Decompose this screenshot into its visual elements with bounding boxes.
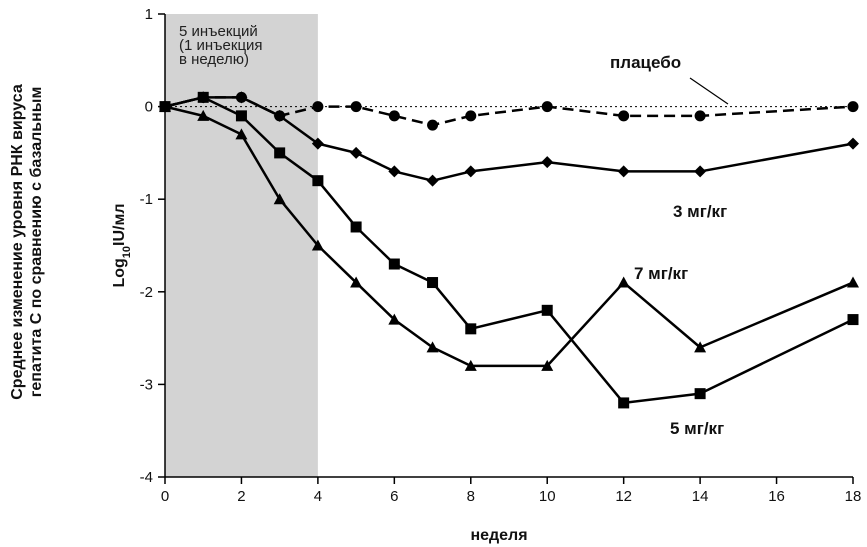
y-tick-label: -4	[140, 469, 153, 486]
data-point	[426, 174, 439, 187]
data-point	[618, 397, 630, 409]
series-label: 7 мг/кг	[634, 264, 688, 283]
x-tick-label: 0	[161, 488, 169, 505]
y-tick-label: -3	[140, 376, 153, 393]
data-point	[312, 101, 324, 113]
data-point	[541, 156, 554, 169]
data-point	[273, 193, 286, 205]
data-point	[197, 91, 209, 103]
placebo-leader-line	[689, 77, 729, 105]
dosing-period-label: в неделю)	[179, 51, 249, 68]
x-tick-label: 16	[768, 488, 785, 505]
series-triangle	[159, 100, 859, 371]
x-tick-label: 18	[845, 488, 862, 505]
data-point	[541, 359, 554, 371]
y-axis-title-outer: Среднее изменение уровня РНК вируса	[9, 84, 26, 400]
data-point	[847, 314, 859, 326]
data-point	[388, 258, 400, 270]
data-point	[311, 137, 324, 150]
x-tick-label: 12	[615, 488, 632, 505]
data-point	[350, 101, 362, 113]
data-point	[465, 323, 477, 335]
data-point	[464, 359, 477, 371]
data-point	[694, 341, 707, 353]
data-point	[312, 175, 324, 187]
data-point	[694, 165, 707, 178]
data-point	[847, 276, 859, 288]
y-tick-label: -2	[140, 284, 153, 301]
series-label: 5 мг/кг	[670, 419, 724, 438]
data-point	[273, 109, 286, 122]
data-point	[464, 165, 477, 178]
data-point	[350, 221, 362, 233]
x-tick-label: 10	[539, 488, 556, 505]
data-point	[465, 110, 477, 122]
data-point	[235, 128, 248, 140]
series-label: 3 мг/кг	[673, 202, 727, 221]
x-tick-label: 14	[692, 488, 709, 505]
series-diamond	[159, 91, 859, 187]
y-tick-label: -1	[140, 191, 153, 208]
data-point	[311, 239, 324, 251]
y-tick-label: 0	[145, 99, 153, 116]
data-point	[541, 304, 553, 316]
data-point	[350, 276, 363, 288]
data-point	[618, 110, 630, 122]
data-point	[274, 147, 286, 159]
data-point	[427, 119, 439, 131]
dosing-period-region	[165, 14, 318, 477]
data-point	[388, 165, 401, 178]
dosing-period-label: (1 инъекция	[179, 37, 263, 54]
data-point	[617, 276, 630, 288]
data-point	[235, 110, 247, 122]
data-point	[388, 313, 401, 325]
dosing-period-label: 5 инъекций	[179, 23, 258, 40]
data-point	[617, 165, 630, 178]
data-point	[847, 101, 859, 113]
x-axis-title: неделя	[470, 527, 527, 544]
x-tick-label: 4	[314, 488, 322, 505]
data-point	[235, 91, 248, 104]
data-point	[159, 100, 171, 112]
x-tick-label: 8	[467, 488, 475, 505]
data-point	[350, 146, 363, 159]
data-point	[197, 109, 210, 121]
data-point	[427, 277, 439, 289]
data-point	[541, 101, 553, 113]
y-axis-title-outer: гепатита С по сравнению с базальным	[28, 87, 45, 398]
x-tick-label: 6	[390, 488, 398, 505]
data-point	[426, 341, 439, 353]
data-point	[694, 388, 706, 400]
y-axis-title-inner: Log10IU/мл	[111, 203, 133, 287]
data-point	[847, 137, 859, 150]
data-point	[388, 110, 400, 122]
x-tick-label: 2	[237, 488, 245, 505]
series-label: плацебо	[610, 53, 681, 72]
y-tick-label: 1	[145, 6, 153, 23]
data-point	[694, 110, 706, 122]
